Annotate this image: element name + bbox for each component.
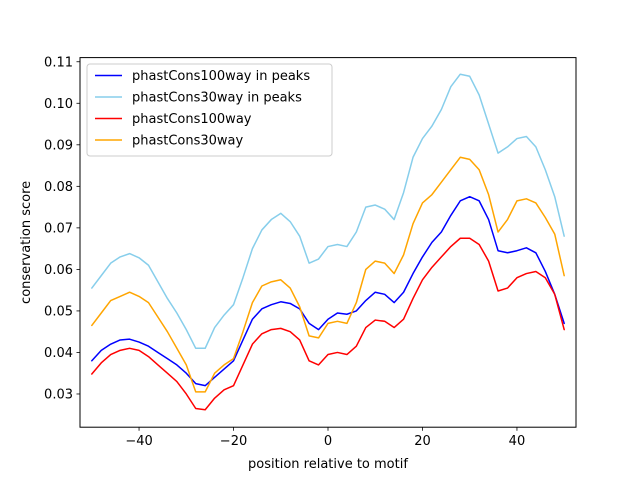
y-tick-label: 0.08 — [44, 180, 73, 195]
series-line-1 — [91, 73, 565, 350]
x-tick-label: −40 — [125, 434, 152, 449]
series-line-0 — [91, 195, 565, 387]
y-tick-label: 0.09 — [44, 138, 73, 153]
legend-box — [86, 63, 333, 157]
x-axis-label: position relative to motif — [248, 457, 408, 472]
legend: phastCons100way in peaks phastCons30way i… — [86, 63, 333, 157]
y-axis: 0.03 0.04 0.05 0.06 0.07 0.08 0.09 0.10 0.11 — [44, 55, 80, 402]
x-axis: −40 −20 0 20 40 — [125, 427, 525, 449]
x-tick-label: −20 — [220, 434, 247, 449]
x-tick-label: 40 — [509, 434, 526, 449]
y-tick-label: 0.10 — [44, 97, 73, 112]
legend-entry-3: phastCons30way — [132, 134, 244, 149]
x-tick-label: 20 — [414, 434, 431, 449]
series-layer — [91, 73, 565, 411]
y-tick-label: 0.11 — [44, 55, 73, 70]
y-tick-label: 0.07 — [44, 221, 73, 236]
legend-entry-2: phastCons100way — [132, 112, 252, 127]
y-tick-label: 0.05 — [44, 304, 73, 319]
legend-entry-0: phastCons100way in peaks — [132, 69, 310, 84]
series-line-2 — [91, 237, 565, 411]
y-tick-label: 0.06 — [44, 263, 73, 278]
legend-entry-1: phastCons30way in peaks — [132, 91, 302, 106]
y-tick-label: 0.04 — [44, 346, 73, 361]
y-tick-label: 0.03 — [44, 387, 73, 402]
series-line-3 — [91, 156, 565, 393]
y-axis-label: conservation score — [19, 181, 34, 304]
x-tick-label: 0 — [324, 434, 332, 449]
